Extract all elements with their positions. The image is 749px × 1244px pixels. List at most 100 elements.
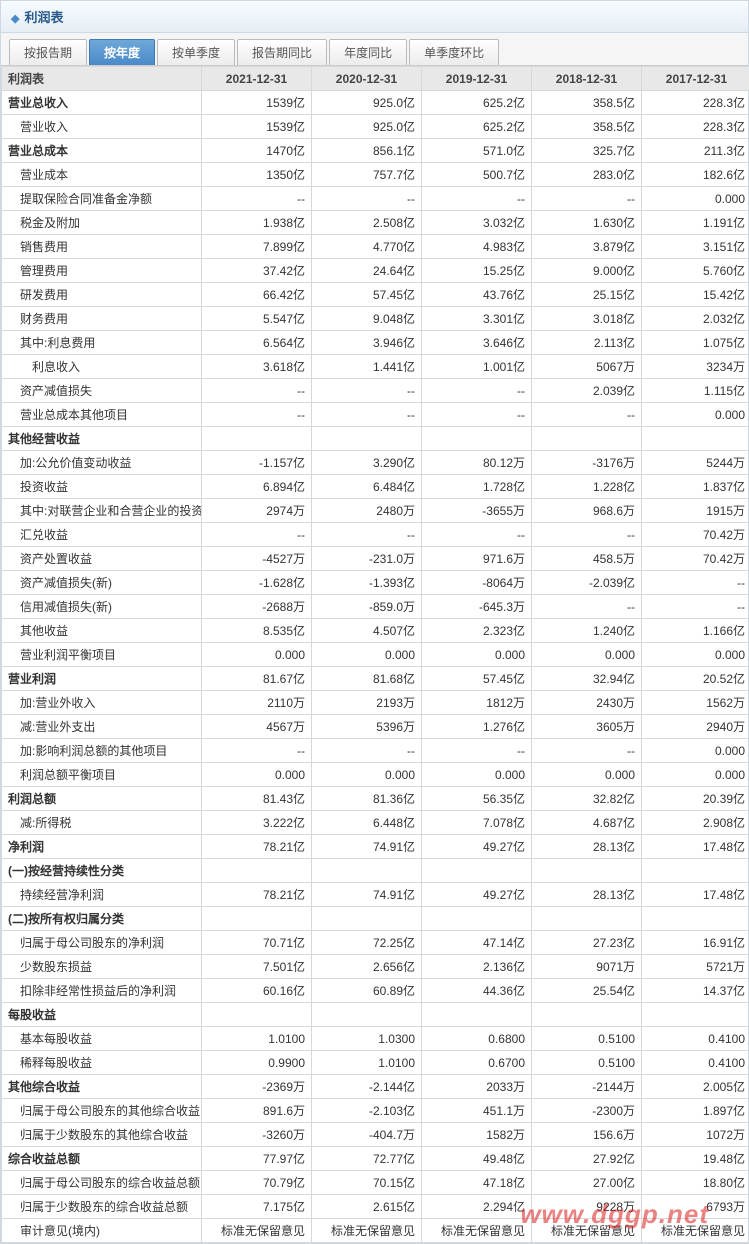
cell-value: -- <box>422 523 532 547</box>
table-row: 基本每股收益1.01001.03000.68000.51000.4100 <box>2 1027 749 1051</box>
cell-value: -- <box>422 187 532 211</box>
panel-header: ◆利润表 <box>1 1 748 33</box>
cell-value: 4.770亿 <box>312 235 422 259</box>
cell-value: 60.16亿 <box>202 979 312 1003</box>
cell-value: -- <box>202 379 312 403</box>
table-row: 减:营业外支出4567万5396万1.276亿3605万2940万 <box>2 715 749 739</box>
cell-value: 358.5亿 <box>532 115 642 139</box>
col-header: 2018-12-31 <box>532 67 642 91</box>
cell-value: -- <box>642 571 749 595</box>
cell-value: 0.000 <box>642 403 749 427</box>
cell-value: 9228万 <box>532 1195 642 1219</box>
cell-value: 325.7亿 <box>532 139 642 163</box>
cell-value: -- <box>532 187 642 211</box>
cell-value: 228.3亿 <box>642 91 749 115</box>
cell-value: 标准无保留意见 <box>422 1219 532 1243</box>
row-label: 减:营业外支出 <box>2 715 202 739</box>
cell-value: 1.276亿 <box>422 715 532 739</box>
cell-value: 3.946亿 <box>312 331 422 355</box>
table-row: 净利润78.21亿74.91亿49.27亿28.13亿17.48亿 <box>2 835 749 859</box>
cell-value: 0.4100 <box>642 1027 749 1051</box>
table-row: 提取保险合同准备金净额--------0.000 <box>2 187 749 211</box>
cell-value: 0.000 <box>642 739 749 763</box>
table-row: 扣除非经常性损益后的净利润60.16亿60.89亿44.36亿25.54亿14.… <box>2 979 749 1003</box>
cell-value: -- <box>642 595 749 619</box>
cell-value: 1350亿 <box>202 163 312 187</box>
table-row: 其中:利息费用6.564亿3.946亿3.646亿2.113亿1.075亿 <box>2 331 749 355</box>
cell-value: -1.157亿 <box>202 451 312 475</box>
cell-value: 24.64亿 <box>312 259 422 283</box>
row-label: 其中:利息费用 <box>2 331 202 355</box>
cell-value: 6793万 <box>642 1195 749 1219</box>
table-row: 归属于母公司股东的综合收益总额70.79亿70.15亿47.18亿27.00亿1… <box>2 1171 749 1195</box>
cell-value: 标准无保留意见 <box>642 1219 749 1243</box>
cell-value: 0.9900 <box>202 1051 312 1075</box>
table-row: 其他经营收益 <box>2 427 749 451</box>
row-label: 持续经营净利润 <box>2 883 202 907</box>
table-row: 营业总收入1539亿925.0亿625.2亿358.5亿228.3亿 <box>2 91 749 115</box>
cell-value: 81.67亿 <box>202 667 312 691</box>
table-row: 归属于少数股东的综合收益总额7.175亿2.615亿2.294亿9228万679… <box>2 1195 749 1219</box>
cell-value: 1562万 <box>642 691 749 715</box>
cell-value: 228.3亿 <box>642 115 749 139</box>
cell-value: 1812万 <box>422 691 532 715</box>
row-label: 资产减值损失 <box>2 379 202 403</box>
row-label: 税金及附加 <box>2 211 202 235</box>
row-label: 每股收益 <box>2 1003 202 1027</box>
cell-value <box>642 907 749 931</box>
row-label: 提取保险合同准备金净额 <box>2 187 202 211</box>
tab-5[interactable]: 单季度环比 <box>409 39 499 65</box>
cell-value: 2.136亿 <box>422 955 532 979</box>
row-label: 利润总额平衡项目 <box>2 763 202 787</box>
cell-value: 80.12万 <box>422 451 532 475</box>
cell-value: -3655万 <box>422 499 532 523</box>
row-label: 净利润 <box>2 835 202 859</box>
row-label: 营业成本 <box>2 163 202 187</box>
row-label: 稀释每股收益 <box>2 1051 202 1075</box>
cell-value: 2940万 <box>642 715 749 739</box>
cell-value: 7.501亿 <box>202 955 312 979</box>
table-row: 营业总成本1470亿856.1亿571.0亿325.7亿211.3亿 <box>2 139 749 163</box>
cell-value: 2110万 <box>202 691 312 715</box>
cell-value: 3.301亿 <box>422 307 532 331</box>
tab-4[interactable]: 年度同比 <box>329 39 407 65</box>
cell-value <box>532 859 642 883</box>
cell-value: -- <box>202 739 312 763</box>
cell-value: -2.103亿 <box>312 1099 422 1123</box>
cell-value: 8.535亿 <box>202 619 312 643</box>
cell-value: 72.77亿 <box>312 1147 422 1171</box>
tab-1[interactable]: 按年度 <box>89 39 155 65</box>
table-row: (二)按所有权归属分类 <box>2 907 749 931</box>
cell-value: 74.91亿 <box>312 883 422 907</box>
cell-value: 标准无保留意见 <box>312 1219 422 1243</box>
cell-value: 20.52亿 <box>642 667 749 691</box>
cell-value <box>312 907 422 931</box>
table-row: 营业成本1350亿757.7亿500.7亿283.0亿182.6亿 <box>2 163 749 187</box>
table-row: 管理费用37.42亿24.64亿15.25亿9.000亿5.760亿 <box>2 259 749 283</box>
row-label: 其中:对联营企业和合营企业的投资收益 <box>2 499 202 523</box>
cell-value: -2688万 <box>202 595 312 619</box>
cell-value: 0.000 <box>532 643 642 667</box>
tab-0[interactable]: 按报告期 <box>9 39 87 65</box>
cell-value: -2.144亿 <box>312 1075 422 1099</box>
cell-value: 15.25亿 <box>422 259 532 283</box>
tab-3[interactable]: 报告期同比 <box>237 39 327 65</box>
table-row: 营业收入1539亿925.0亿625.2亿358.5亿228.3亿 <box>2 115 749 139</box>
row-label: 其他经营收益 <box>2 427 202 451</box>
cell-value: 1.001亿 <box>422 355 532 379</box>
income-statement-panel: ◆利润表 按报告期按年度按单季度报告期同比年度同比单季度环比 利润表2021-1… <box>0 0 749 1244</box>
cell-value: -1.393亿 <box>312 571 422 595</box>
cell-value: 625.2亿 <box>422 91 532 115</box>
col-header: 2020-12-31 <box>312 67 422 91</box>
cell-value: 925.0亿 <box>312 91 422 115</box>
cell-value: 5244万 <box>642 451 749 475</box>
cell-value: 15.42亿 <box>642 283 749 307</box>
cell-value: 47.14亿 <box>422 931 532 955</box>
tab-2[interactable]: 按单季度 <box>157 39 235 65</box>
row-label: 资产减值损失(新) <box>2 571 202 595</box>
cell-value: -231.0万 <box>312 547 422 571</box>
cell-value: 标准无保留意见 <box>532 1219 642 1243</box>
cell-value: 70.79亿 <box>202 1171 312 1195</box>
cell-value: 17.48亿 <box>642 835 749 859</box>
cell-value: 283.0亿 <box>532 163 642 187</box>
